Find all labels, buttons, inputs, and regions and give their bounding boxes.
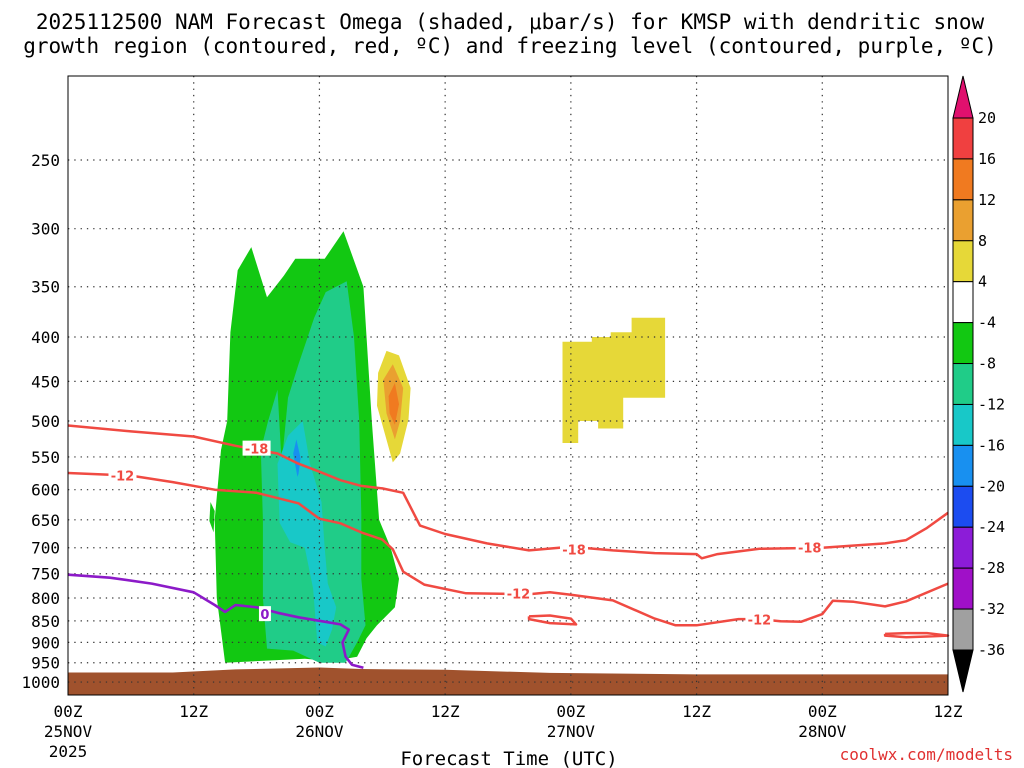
dgz-contour-label-1c: -12	[748, 614, 772, 629]
colorbar-bin-6	[952, 322, 974, 365]
colorbar-label-11: -28	[978, 559, 1005, 577]
y-tick-label-800: 800	[31, 589, 60, 608]
dgz-contour-3	[883, 631, 950, 639]
x-tick-label-0-3: 2025	[49, 742, 88, 761]
colorbar: 20 16 12 8 4 -4 -8 -12 -16 -20 -24 -28 -32 -36	[952, 75, 1005, 693]
y-tick-label-500: 500	[31, 412, 60, 431]
dgz-contour-label-0-bg	[242, 440, 271, 456]
omega-region-2	[277, 421, 337, 647]
dgz-contour-0	[67, 424, 949, 560]
x-tick-label-4-1: 00Z	[556, 702, 585, 721]
dgz-contour-label-1c-bg	[745, 611, 774, 627]
x-tick-label-6-1: 00Z	[808, 702, 837, 721]
ground-terrain	[68, 667, 948, 695]
omega-region-1	[260, 281, 366, 663]
colorbar-label-1: 16	[978, 150, 996, 168]
colorbar-bin-9	[952, 444, 974, 487]
colorbar-bin-13	[952, 608, 974, 651]
omega-shading	[209, 231, 666, 663]
y-tick-label-400: 400	[31, 328, 60, 347]
dgz-contour-label-0b: -18	[562, 543, 586, 558]
colorbar-bin-11	[952, 526, 974, 569]
dgz-contour-label-1b-bg	[504, 585, 533, 601]
x-tick-label-1-1: 12Z	[179, 702, 208, 721]
y-tick-label-1000: 1000	[21, 673, 60, 692]
x-tick-label-0-1: 00Z	[54, 702, 83, 721]
colorbar-label-13: -36	[978, 641, 1005, 659]
x-tick-label-3-1: 12Z	[431, 702, 460, 721]
colorbar-label-10: -24	[978, 518, 1005, 536]
colorbar-label-0: 20	[978, 109, 996, 127]
colorbar-label-8: -16	[978, 436, 1005, 454]
colorbar-bin-5	[952, 281, 974, 324]
chart-title-line1: 2025112500 NAM Forecast Omega (shaded, μ…	[36, 10, 985, 34]
colorbar-bottom-arrow	[952, 649, 974, 693]
plot-frame	[67, 75, 949, 696]
x-tick-label-4-2: 27NOV	[547, 722, 596, 741]
colorbar-label-4: 4	[978, 273, 987, 291]
colorbar-bin-10	[952, 485, 974, 528]
y-tick-label-450: 450	[31, 372, 60, 391]
dgz-contour-2	[527, 614, 578, 626]
chart-title-line2: growth region (contoured, red, ºC) and f…	[23, 34, 997, 58]
x-tick-label-0-2: 25NOV	[44, 722, 93, 741]
grid-lines	[68, 76, 948, 695]
dgz-contour-label-1: -12	[111, 470, 135, 485]
colorbar-label-7: -12	[978, 395, 1005, 413]
freezing-level-label: 0	[260, 608, 269, 623]
dgz-contour-label-1b: -12	[507, 587, 531, 602]
y-tick-label-750: 750	[31, 565, 60, 584]
colorbar-label-12: -32	[978, 600, 1005, 618]
dgz-contour-label-0c: -18	[798, 542, 822, 557]
y-tick-label-550: 550	[31, 448, 60, 467]
omega-region-3	[293, 439, 301, 477]
freezing-level-label-bg	[258, 606, 271, 622]
colorbar-label-3: 8	[978, 232, 987, 250]
dgz-contour-1	[67, 471, 949, 627]
x-tick-label-5-1: 12Z	[682, 702, 711, 721]
colorbar-label-6: -8	[978, 355, 996, 373]
x-tick-label-2-1: 00Z	[305, 702, 334, 721]
colorbar-bin-3	[952, 199, 974, 242]
omega-region-8	[562, 317, 666, 443]
colorbar-bin-1	[952, 117, 974, 160]
y-tick-label-300: 300	[31, 220, 60, 239]
colorbar-top-arrow	[952, 75, 974, 119]
dgz-contour-label-0c-bg	[795, 539, 824, 555]
temperature-contours: -18 -12 -18 -18 -12 -12 0	[67, 424, 950, 670]
y-tick-label-650: 650	[31, 511, 60, 530]
credit-text: coolwx.com/modelts	[840, 745, 1013, 764]
omega-region-4	[209, 502, 215, 533]
y-tick-label-700: 700	[31, 539, 60, 558]
y-tick-label-600: 600	[31, 481, 60, 500]
x-tick-label-6-2: 28NOV	[798, 722, 847, 741]
colorbar-label-5: -4	[978, 314, 996, 332]
freezing-level-contour	[67, 573, 364, 670]
colorbar-bin-2	[952, 158, 974, 201]
dgz-contour-label-1-bg	[108, 467, 137, 483]
y-tick-label-950: 950	[31, 654, 60, 673]
colorbar-bin-8	[952, 403, 974, 446]
omega-region-7	[388, 383, 399, 425]
dgz-contour-label-0: -18	[245, 443, 269, 458]
ground-fill	[68, 667, 948, 695]
x-tick-label-2-2: 26NOV	[295, 722, 344, 741]
colorbar-bin-12	[952, 567, 974, 610]
colorbar-label-2: 12	[978, 191, 996, 209]
dgz-contour-label-0b-bg	[560, 541, 588, 557]
colorbar-label-9: -20	[978, 477, 1005, 495]
chart-title: 2025112500 NAM Forecast Omega (shaded, μ…	[23, 10, 997, 58]
y-tick-label-850: 850	[31, 612, 60, 631]
x-axis-label: Forecast Time (UTC)	[400, 748, 617, 768]
y-tick-label-250: 250	[31, 151, 60, 170]
colorbar-bin-7	[952, 363, 974, 405]
y-axis-ticks: 250 300 350 400 450 500 550 600 650 700 750 800 850 9…	[21, 151, 60, 692]
x-tick-label-7-1: 12Z	[934, 702, 963, 721]
y-tick-label-900: 900	[31, 633, 60, 652]
colorbar-bin-4	[952, 240, 974, 283]
y-tick-label-350: 350	[31, 278, 60, 297]
